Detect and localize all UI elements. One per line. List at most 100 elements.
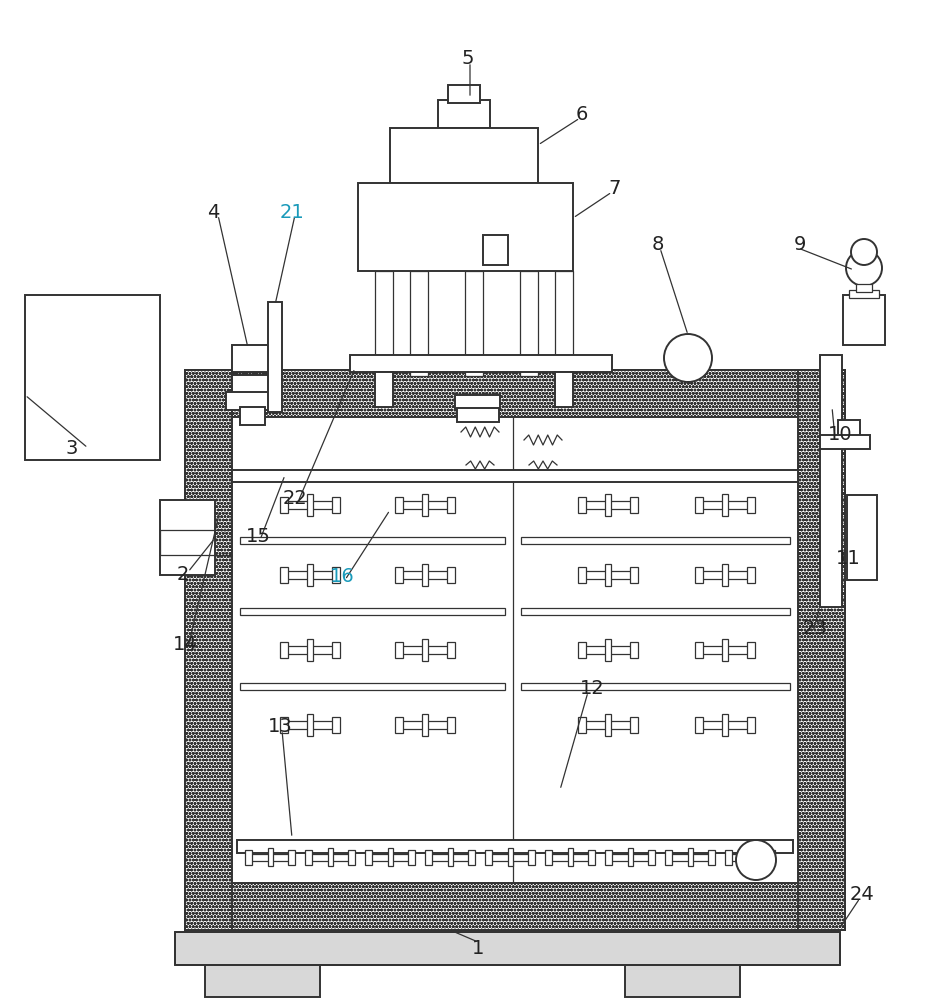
Bar xyxy=(521,537,790,544)
Bar xyxy=(410,271,428,376)
Bar xyxy=(849,290,879,298)
Text: 21: 21 xyxy=(280,202,304,222)
Bar xyxy=(287,501,333,509)
Bar xyxy=(328,848,333,866)
Bar xyxy=(447,567,455,583)
Bar xyxy=(605,639,611,661)
Bar xyxy=(747,567,755,583)
Bar xyxy=(388,848,393,866)
Bar xyxy=(820,435,870,449)
Text: 16: 16 xyxy=(330,568,355,586)
Bar xyxy=(578,642,586,658)
Bar xyxy=(695,717,703,733)
Bar xyxy=(307,714,313,736)
Bar xyxy=(630,642,638,658)
Bar xyxy=(448,85,480,103)
Bar xyxy=(425,850,432,865)
Text: 1: 1 xyxy=(472,938,484,958)
Bar xyxy=(402,721,448,729)
Bar xyxy=(307,494,313,516)
Bar xyxy=(722,564,728,586)
Bar xyxy=(185,883,845,930)
Bar xyxy=(605,850,612,865)
Text: 14: 14 xyxy=(173,636,198,654)
Bar xyxy=(268,302,282,412)
Bar xyxy=(332,642,340,658)
Bar xyxy=(585,721,631,729)
Bar xyxy=(625,965,740,997)
Bar xyxy=(305,850,312,865)
Bar xyxy=(402,571,448,579)
Bar xyxy=(402,501,448,509)
Bar xyxy=(722,639,728,661)
Bar xyxy=(605,494,611,516)
Bar xyxy=(747,717,755,733)
Bar xyxy=(395,497,403,513)
Text: 5: 5 xyxy=(462,48,475,68)
Bar xyxy=(280,567,288,583)
Bar xyxy=(665,850,672,865)
Bar xyxy=(358,183,573,271)
Bar xyxy=(311,854,349,861)
Bar xyxy=(528,850,535,865)
Bar xyxy=(232,470,798,482)
Bar xyxy=(448,848,453,866)
Bar xyxy=(280,497,288,513)
Bar xyxy=(838,420,860,438)
Bar xyxy=(280,642,288,658)
Bar xyxy=(605,714,611,736)
Bar xyxy=(422,714,428,736)
Text: 15: 15 xyxy=(245,528,270,546)
Bar xyxy=(847,495,877,580)
Text: 10: 10 xyxy=(827,426,852,444)
Bar xyxy=(798,370,845,930)
Bar xyxy=(545,850,552,865)
Bar xyxy=(551,854,589,861)
Text: 11: 11 xyxy=(836,548,861,568)
Bar xyxy=(185,370,845,417)
Circle shape xyxy=(851,239,877,265)
Bar xyxy=(630,567,638,583)
Bar xyxy=(856,284,872,292)
Bar xyxy=(447,497,455,513)
Bar xyxy=(578,717,586,733)
Bar xyxy=(695,642,703,658)
Bar xyxy=(232,375,270,395)
Bar xyxy=(605,564,611,586)
Bar xyxy=(205,965,320,997)
Bar xyxy=(287,721,333,729)
Bar xyxy=(350,355,612,372)
Bar xyxy=(332,567,340,583)
Bar xyxy=(585,646,631,654)
Text: 2: 2 xyxy=(177,566,189,584)
Bar xyxy=(447,642,455,658)
Bar xyxy=(521,608,790,615)
Bar xyxy=(585,501,631,509)
Bar xyxy=(702,501,748,509)
Bar xyxy=(702,721,748,729)
Bar xyxy=(483,235,508,265)
Bar xyxy=(585,571,631,579)
Bar xyxy=(438,100,490,128)
Bar xyxy=(240,407,265,425)
Bar xyxy=(648,850,655,865)
Bar xyxy=(485,850,492,865)
Bar xyxy=(348,850,355,865)
Bar xyxy=(307,564,313,586)
Bar xyxy=(240,537,505,544)
Bar xyxy=(375,372,393,407)
Bar xyxy=(232,345,277,372)
Bar xyxy=(422,639,428,661)
Circle shape xyxy=(846,250,882,286)
Bar xyxy=(578,497,586,513)
Bar xyxy=(226,392,278,410)
Bar xyxy=(237,840,793,853)
Bar xyxy=(395,642,403,658)
Bar xyxy=(688,848,693,866)
Bar xyxy=(521,683,790,690)
Bar xyxy=(268,848,273,866)
Bar xyxy=(365,850,372,865)
Bar xyxy=(408,850,415,865)
Bar xyxy=(390,128,538,183)
Bar xyxy=(307,639,313,661)
